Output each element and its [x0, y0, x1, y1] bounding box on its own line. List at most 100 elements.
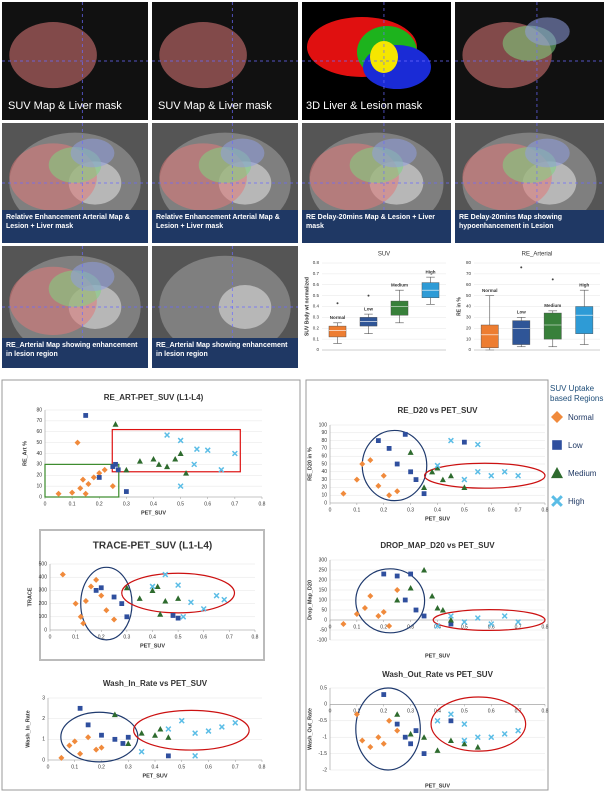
- legend-marker: [551, 467, 563, 479]
- data-point: [72, 600, 79, 607]
- legend-item: Normal: [550, 410, 606, 424]
- y-tick-label: 0.3: [313, 315, 320, 320]
- data-point: [164, 432, 170, 438]
- data-point: [82, 490, 89, 497]
- data-point: [218, 724, 225, 730]
- data-point: [448, 718, 454, 724]
- x-tick-label: 0.2: [98, 634, 105, 640]
- legend-item: High: [550, 494, 606, 508]
- data-point: [175, 582, 182, 589]
- y-tick-label: 80: [36, 407, 42, 413]
- y-tick-label: 150: [319, 587, 328, 593]
- liver-mask: [9, 22, 97, 89]
- data-point: [149, 583, 156, 590]
- data-point: [96, 470, 103, 477]
- legend-marker: [552, 440, 562, 450]
- y-tick-label: 20: [321, 485, 327, 491]
- y-tick-label: 0: [42, 757, 45, 763]
- data-point: [394, 461, 400, 467]
- data-point: [177, 437, 184, 444]
- x-tick-label: 0.7: [226, 634, 233, 640]
- data-point: [192, 752, 199, 759]
- x-tick-label: Medium: [544, 303, 561, 308]
- x-tick-label: 0.1: [69, 501, 76, 507]
- y-tick-label: 40: [321, 469, 327, 475]
- legend-marker-box: [551, 467, 563, 479]
- data-point: [83, 413, 89, 418]
- lesion-mask-blue: [525, 138, 570, 168]
- x-tick-label: 0.3: [407, 507, 414, 513]
- data-point: [447, 617, 454, 623]
- highlight-ellipse: [432, 608, 546, 631]
- data-point: [110, 464, 116, 469]
- image-caption: RE Delay-20mins Map showing hypoenhancem…: [455, 210, 604, 243]
- data-point: [515, 472, 522, 479]
- y-tick-label: 0: [468, 347, 471, 352]
- data-point: [394, 597, 401, 603]
- x-tick-label: 0.7: [515, 709, 522, 715]
- data-point: [138, 748, 145, 755]
- data-point: [113, 461, 118, 467]
- y-axis-title: RE in %: [456, 297, 462, 316]
- x-tick-label: 0.2: [380, 709, 387, 715]
- lesion-mask-blue: [220, 138, 265, 168]
- y-tick-label: 2: [42, 716, 45, 722]
- y-tick-label: 100: [319, 597, 328, 603]
- x-axis-title: PET_SUV: [425, 653, 450, 659]
- highlight-box: [111, 428, 241, 473]
- y-tick-label: 10: [321, 493, 327, 499]
- highlight-ellipse: [355, 687, 421, 771]
- data-point: [429, 468, 436, 475]
- x-tick-label: 0.4: [149, 634, 156, 640]
- data-point: [448, 613, 454, 619]
- image-caption: RE_Arterial Map showing enhancement in l…: [152, 338, 298, 368]
- y-axis-title: SUV Body wt normalized: [304, 277, 310, 336]
- x-tick-label: 0.5: [461, 709, 468, 715]
- y-axis-title: TRACE: [27, 587, 33, 606]
- data-point: [461, 737, 468, 744]
- y-tick-label: 20: [36, 473, 42, 479]
- image-caption: Relative Enhancement Arterial Map & Lesi…: [152, 210, 298, 243]
- y-tick-label: 300: [39, 588, 48, 594]
- x-tick-label: 0.2: [380, 507, 387, 513]
- data-point: [77, 485, 84, 492]
- data-point: [170, 613, 176, 618]
- data-point: [85, 480, 92, 487]
- data-point: [421, 613, 427, 619]
- data-point: [79, 476, 86, 483]
- data-point: [367, 744, 374, 751]
- data-point: [58, 754, 65, 761]
- y-tick-label: 200: [319, 577, 328, 583]
- y-tick-label: 0.6: [313, 282, 320, 287]
- x-axis-title: PET_SUV: [141, 510, 166, 516]
- data-point: [408, 741, 414, 747]
- data-point: [394, 711, 401, 717]
- data-point: [408, 469, 414, 475]
- data-point: [111, 594, 117, 600]
- y-tick-label: 300: [319, 557, 328, 563]
- data-point: [231, 450, 238, 457]
- x-tick-label: 0.8: [259, 764, 266, 770]
- y-tick-label: 0.4: [313, 304, 320, 309]
- data-point: [448, 711, 454, 718]
- data-point: [447, 472, 454, 479]
- data-point: [69, 489, 76, 496]
- data-point: [394, 573, 400, 579]
- outlier: [520, 266, 523, 269]
- y-tick-label: -2: [323, 767, 328, 773]
- data-point: [434, 747, 441, 753]
- outlier: [551, 278, 554, 281]
- legend-label: High: [568, 496, 585, 506]
- data-point: [93, 576, 100, 583]
- x-tick-label: Normal: [482, 288, 498, 293]
- data-point: [165, 753, 171, 759]
- image-caption: SUV Map & Liver mask: [158, 100, 272, 112]
- data-point: [98, 744, 105, 751]
- y-tick-label: 90: [321, 430, 327, 436]
- x-tick-label: 0.8: [542, 507, 549, 513]
- data-point: [125, 740, 132, 747]
- x-tick-label: 0.5: [461, 507, 468, 513]
- data-point: [162, 571, 169, 578]
- data-point: [488, 621, 495, 627]
